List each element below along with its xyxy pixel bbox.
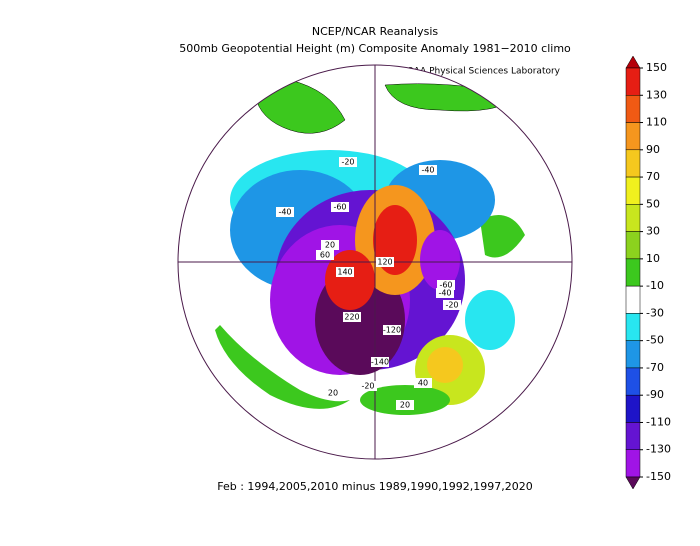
- colorbar-band: [625, 394, 641, 423]
- contour-label: -60: [439, 281, 452, 290]
- subtitle: 500mb Geopotential Height (m) Composite …: [179, 42, 571, 55]
- colorbar-band: [625, 258, 641, 287]
- label-box: [383, 325, 401, 335]
- colorbar-arrow: [625, 55, 641, 69]
- label-box: [324, 388, 342, 398]
- colorbar-band: [625, 176, 641, 205]
- credit: NOAA Physical Sciences Laboratory: [400, 67, 561, 77]
- contour-label: -40: [278, 208, 291, 217]
- map: -20-40-40-60120140-60-40-202060220-120-1…: [178, 65, 572, 459]
- colorbar-label: -50: [646, 334, 664, 347]
- colorbar-label: 70: [646, 170, 660, 183]
- label-box: [276, 207, 294, 217]
- colorbar-arrow: [625, 476, 641, 490]
- contour-label: -40: [421, 166, 434, 175]
- label-box: [321, 240, 339, 250]
- contour-label: -40: [438, 289, 451, 298]
- colorbar-band: [625, 422, 641, 450]
- colorbar-band: [625, 122, 641, 151]
- colorbar-band: [625, 67, 641, 96]
- colorbar-label: -110: [646, 415, 671, 428]
- colorbar-band: [625, 95, 641, 123]
- colorbar-band: [625, 231, 641, 260]
- contour-label: -140: [371, 358, 389, 367]
- colorbar-label: -10: [646, 279, 664, 292]
- colorbar-band: [625, 285, 641, 314]
- label-box: [331, 202, 349, 212]
- label-box: [343, 312, 361, 322]
- label-box: [376, 257, 394, 267]
- title: NCEP/NCAR Reanalysis: [312, 25, 438, 38]
- colorbar-label: 150: [646, 61, 667, 74]
- footer: Feb : 1994,2005,2010 minus 1989,1990,199…: [217, 480, 533, 493]
- colorbar-band: [625, 313, 641, 341]
- contour-label: -20: [361, 382, 374, 391]
- contour-label: 220: [344, 313, 359, 322]
- colorbar-label: -90: [646, 388, 664, 401]
- contour-label: 40: [418, 379, 428, 388]
- contour-label: 20: [400, 401, 410, 410]
- colorbar-band: [625, 340, 641, 369]
- colorbar-label: -150: [646, 470, 671, 483]
- contour-label: 120: [377, 258, 392, 267]
- colorbar-label: 130: [646, 88, 667, 101]
- label-box: [339, 157, 357, 167]
- label-box: [443, 300, 461, 310]
- colorbar-band: [625, 449, 641, 478]
- colorbar-band: [625, 204, 641, 232]
- label-box: [436, 288, 454, 298]
- label-box: [419, 165, 437, 175]
- contour-label: 20: [328, 389, 338, 398]
- contour-label: 140: [337, 268, 352, 277]
- label-box: [359, 381, 377, 391]
- contour-label: -120: [383, 326, 401, 335]
- colorbar-label: -70: [646, 361, 664, 374]
- colorbar-label: 90: [646, 143, 660, 156]
- colorbar-label: 10: [646, 252, 660, 265]
- colorbar-label: 30: [646, 225, 660, 238]
- contour-label: -60: [333, 203, 346, 212]
- colorbar-label: -30: [646, 306, 664, 319]
- colorbar-label: 50: [646, 197, 660, 210]
- colorbar-band: [625, 367, 641, 396]
- label-box: [437, 280, 455, 290]
- contour-label: -20: [445, 301, 458, 310]
- map-border: [177, 64, 573, 460]
- label-box: [336, 267, 354, 277]
- colorbar: 150 130 110 90 70 50 30 10 -10 -30 -50 -70 -90 -110 -1…: [625, 55, 671, 490]
- contour-label: -20: [341, 158, 354, 167]
- label-box: [396, 400, 414, 410]
- colorbar-label: -130: [646, 443, 671, 456]
- label-box: [316, 250, 334, 260]
- contour-label: 60: [320, 251, 330, 260]
- colorbar-label: 110: [646, 116, 667, 129]
- contour-label: 20: [325, 241, 335, 250]
- colorbar-band: [625, 149, 641, 178]
- label-box: [414, 378, 432, 388]
- label-box: [371, 357, 389, 367]
